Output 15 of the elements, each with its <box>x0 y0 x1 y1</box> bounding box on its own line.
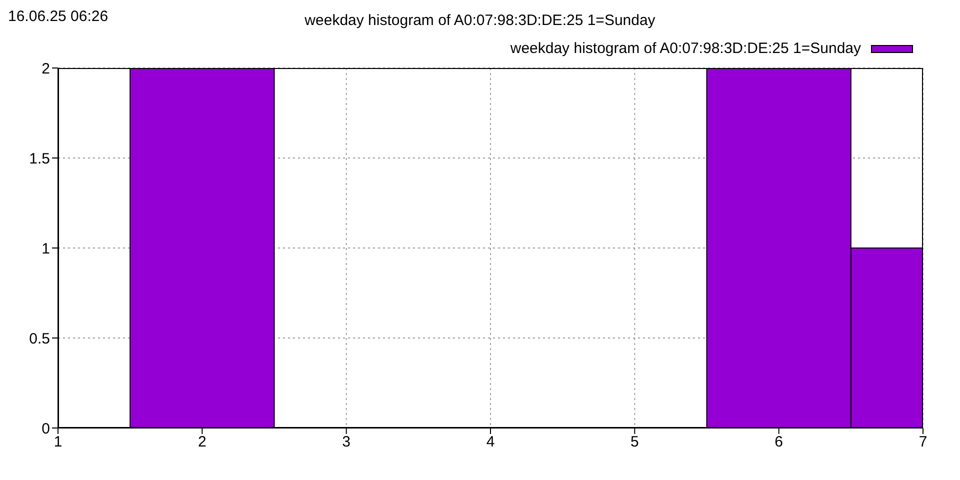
y-tick-label: 1 <box>42 240 50 258</box>
x-tick-label: 7 <box>918 434 928 451</box>
x-tick-label: 1 <box>54 434 62 451</box>
y-tick-label: 1.5 <box>29 150 50 168</box>
text: 16.06.25 06:26 <box>8 8 108 25</box>
x-tick-label: 3 <box>342 434 351 451</box>
x-tick-label: 6 <box>774 434 784 451</box>
x-tick-label: 4 <box>486 434 495 451</box>
legend-label: weekday histogram of A0:07:98:3D:DE:25 1=Sunday <box>510 40 861 57</box>
chart-title: weekday histogram of A0:07:98:3D:DE:25 1=Sunday <box>304 12 656 29</box>
y-tick-label: 0 <box>42 420 50 438</box>
x-tick-label: 5 <box>630 434 639 451</box>
y-tick-label: 0.5 <box>29 330 50 348</box>
y-tick-label: 2 <box>42 60 50 78</box>
x-tick-label: 2 <box>198 434 206 451</box>
